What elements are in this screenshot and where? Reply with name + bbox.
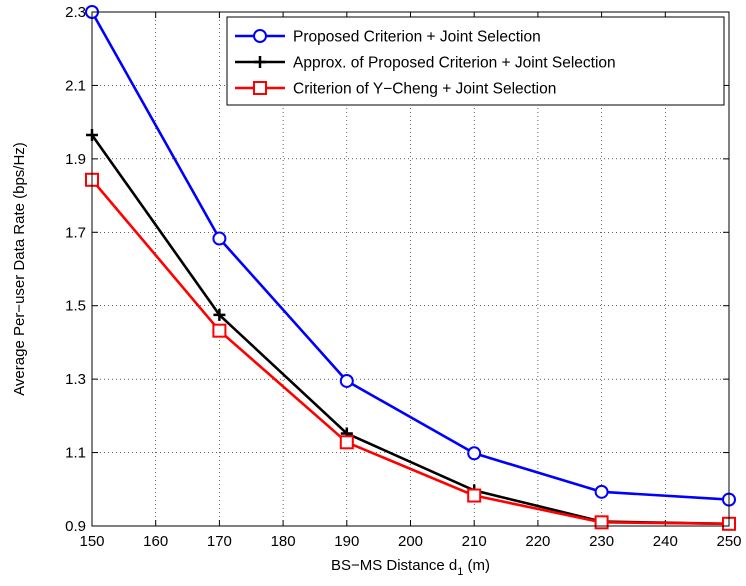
y-tick-label: 2.3	[65, 4, 86, 21]
legend-label: Criterion of Y−Cheng + Joint Selection	[293, 81, 556, 98]
y-tick-label: 1.3	[65, 371, 86, 388]
legend-entry: Approx. of Proposed Criterion + Joint Se…	[235, 55, 616, 72]
x-axis-label-subscript: 1	[457, 566, 463, 578]
y-tick-label: 1.1	[65, 445, 86, 462]
data-point-square	[253, 81, 267, 95]
x-tick-label: 210	[462, 533, 487, 550]
x-axis-label-main: BS−MS Distance d	[331, 557, 457, 574]
x-axis-label-unit: (m)	[463, 557, 490, 574]
x-tick-label: 250	[716, 533, 741, 550]
x-tick-label: 160	[143, 533, 168, 550]
series-layer	[85, 5, 736, 531]
x-tick-label: 170	[207, 533, 232, 550]
legend-label: Approx. of Proposed Criterion + Joint Se…	[293, 55, 616, 72]
y-tick-label: 0.9	[65, 518, 86, 535]
data-point-circle	[594, 484, 609, 499]
data-point-circle	[212, 231, 227, 246]
y-tick-label: 2.1	[65, 77, 86, 94]
x-tick-label: 220	[525, 533, 550, 550]
data-point-square	[467, 488, 482, 503]
data-point-plus	[213, 308, 226, 321]
legend-box	[226, 16, 725, 106]
legend-entry: Criterion of Y−Cheng + Joint Selection	[235, 81, 556, 98]
y-tick-label: 1.7	[65, 224, 86, 241]
series-group	[85, 5, 736, 507]
data-point-square	[594, 515, 609, 530]
data-point-circle	[253, 29, 267, 43]
x-tick-label: 190	[334, 533, 359, 550]
x-tick-label: 230	[589, 533, 614, 550]
x-tick-label: 150	[79, 533, 104, 550]
x-tick-label: 180	[271, 533, 296, 550]
data-point-plus	[254, 56, 266, 68]
x-tick-label: 200	[398, 533, 423, 550]
data-point-circle	[467, 446, 482, 461]
y-tick-label: 1.5	[65, 298, 86, 315]
series-line	[90, 11, 730, 501]
data-point-square	[339, 435, 354, 450]
legend-label: Proposed Criterion + Joint Selection	[293, 29, 541, 46]
y-tick-label: 1.9	[65, 151, 86, 168]
y-axis-label: Average Per−user Data Rate (bps/Hz)	[11, 142, 28, 396]
x-tick-label: 240	[653, 533, 678, 550]
data-point-circle	[339, 373, 354, 388]
legend: Proposed Criterion + Joint Selection Appr…	[226, 16, 725, 106]
x-axis-label: BS−MS Distance d1 (m)	[331, 557, 490, 578]
tick-labels: 150 160 170 180 190 200 210 220 230 240 250 0.9 1.1 1…	[65, 4, 741, 550]
legend-entry: Proposed Criterion + Joint Selection	[235, 29, 541, 46]
plot-frame	[91, 11, 730, 527]
data-point-square	[212, 323, 227, 338]
series-line	[91, 178, 730, 526]
series-group	[85, 172, 736, 531]
